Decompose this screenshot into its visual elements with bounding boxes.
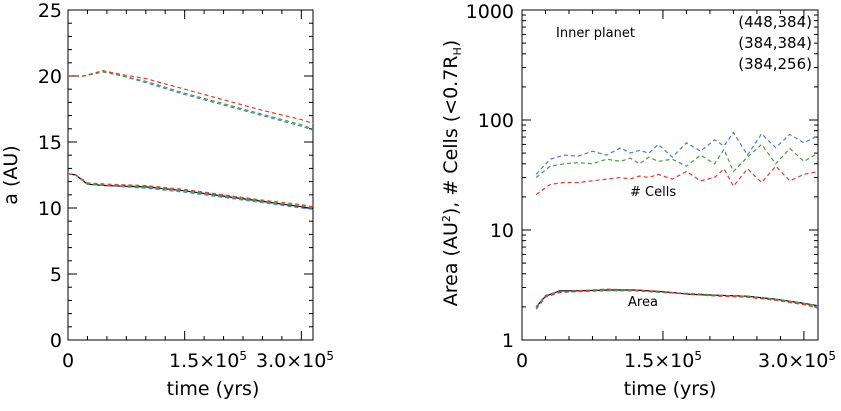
right-x-axis-title: time (yrs): [624, 378, 717, 400]
right-y-tick-label: 10: [490, 220, 514, 242]
right-x-tick-labels: 0 1.5×105 3.0×105: [516, 349, 836, 372]
right-x-tick-label: 0: [516, 350, 528, 372]
left-x-tick-label: 3.0×105: [256, 349, 334, 372]
left-series-line: [68, 70, 314, 125]
legend-entry: (448,384): [738, 13, 812, 31]
right-y-tick-label: 100: [478, 110, 514, 132]
left-y-tick-label: 25: [38, 0, 62, 22]
legend-entry: (384,256): [738, 55, 812, 73]
left-y-tick-label: 5: [50, 264, 62, 286]
left-series-group: [67, 70, 314, 210]
left-x-tick-labels: 0 1.5×105 3.0×105: [62, 349, 334, 372]
left-y-axis-title: a (AU): [0, 145, 22, 204]
right-series-line: [535, 289, 819, 308]
area-annotation: Area: [628, 295, 658, 310]
right-series-group: [535, 131, 819, 310]
left-x-axis-title: time (yrs): [167, 378, 260, 400]
left-y-tick-label: 20: [38, 66, 62, 88]
right-x-tick-label: 3.0×105: [758, 349, 836, 372]
cells-annotation: # Cells: [630, 185, 676, 200]
right-series-line: [535, 131, 819, 175]
left-series-line: [67, 173, 314, 208]
right-y-tick-label: 1000: [466, 1, 514, 23]
right-panel-area-cells: 0 1.5×105 3.0×105 1 10 100 1000 time (yr…: [440, 1, 836, 400]
left-series-line: [68, 70, 314, 131]
left-y-tick-label: 15: [38, 132, 62, 154]
left-y-tick-labels: 0 5 10 15 20 25: [38, 0, 62, 352]
right-series-line: [535, 165, 819, 196]
right-y-axis-title: Area (AU2), # Cells (<0.7RH): [440, 40, 464, 306]
right-series-line: [535, 288, 819, 309]
legend-entry: (384,384): [738, 34, 812, 52]
left-panel-semimajor-axis: 0 1.5×105 3.0×105 0 5 10 15 20 25 time (…: [0, 0, 334, 400]
left-y-tick-label: 0: [50, 330, 62, 352]
right-tick-marks: [521, 9, 818, 341]
left-tick-marks: [67, 9, 313, 341]
right-series-line: [535, 143, 819, 178]
left-series-line: [67, 173, 314, 209]
panel-title-annotation: Inner planet: [556, 26, 635, 41]
left-series-line: [68, 71, 314, 130]
legend: (448,384) (384,384) (384,256): [738, 13, 812, 73]
right-plot-frame: [521, 9, 819, 341]
right-x-tick-label: 1.5×105: [624, 349, 702, 372]
left-x-tick-label: 0: [62, 350, 74, 372]
left-x-tick-label: 1.5×105: [169, 349, 247, 372]
right-y-tick-label: 1: [502, 330, 514, 352]
left-plot-frame: [67, 9, 314, 341]
right-y-tick-labels: 1 10 100 1000: [466, 1, 514, 352]
left-y-tick-label: 10: [38, 198, 62, 220]
